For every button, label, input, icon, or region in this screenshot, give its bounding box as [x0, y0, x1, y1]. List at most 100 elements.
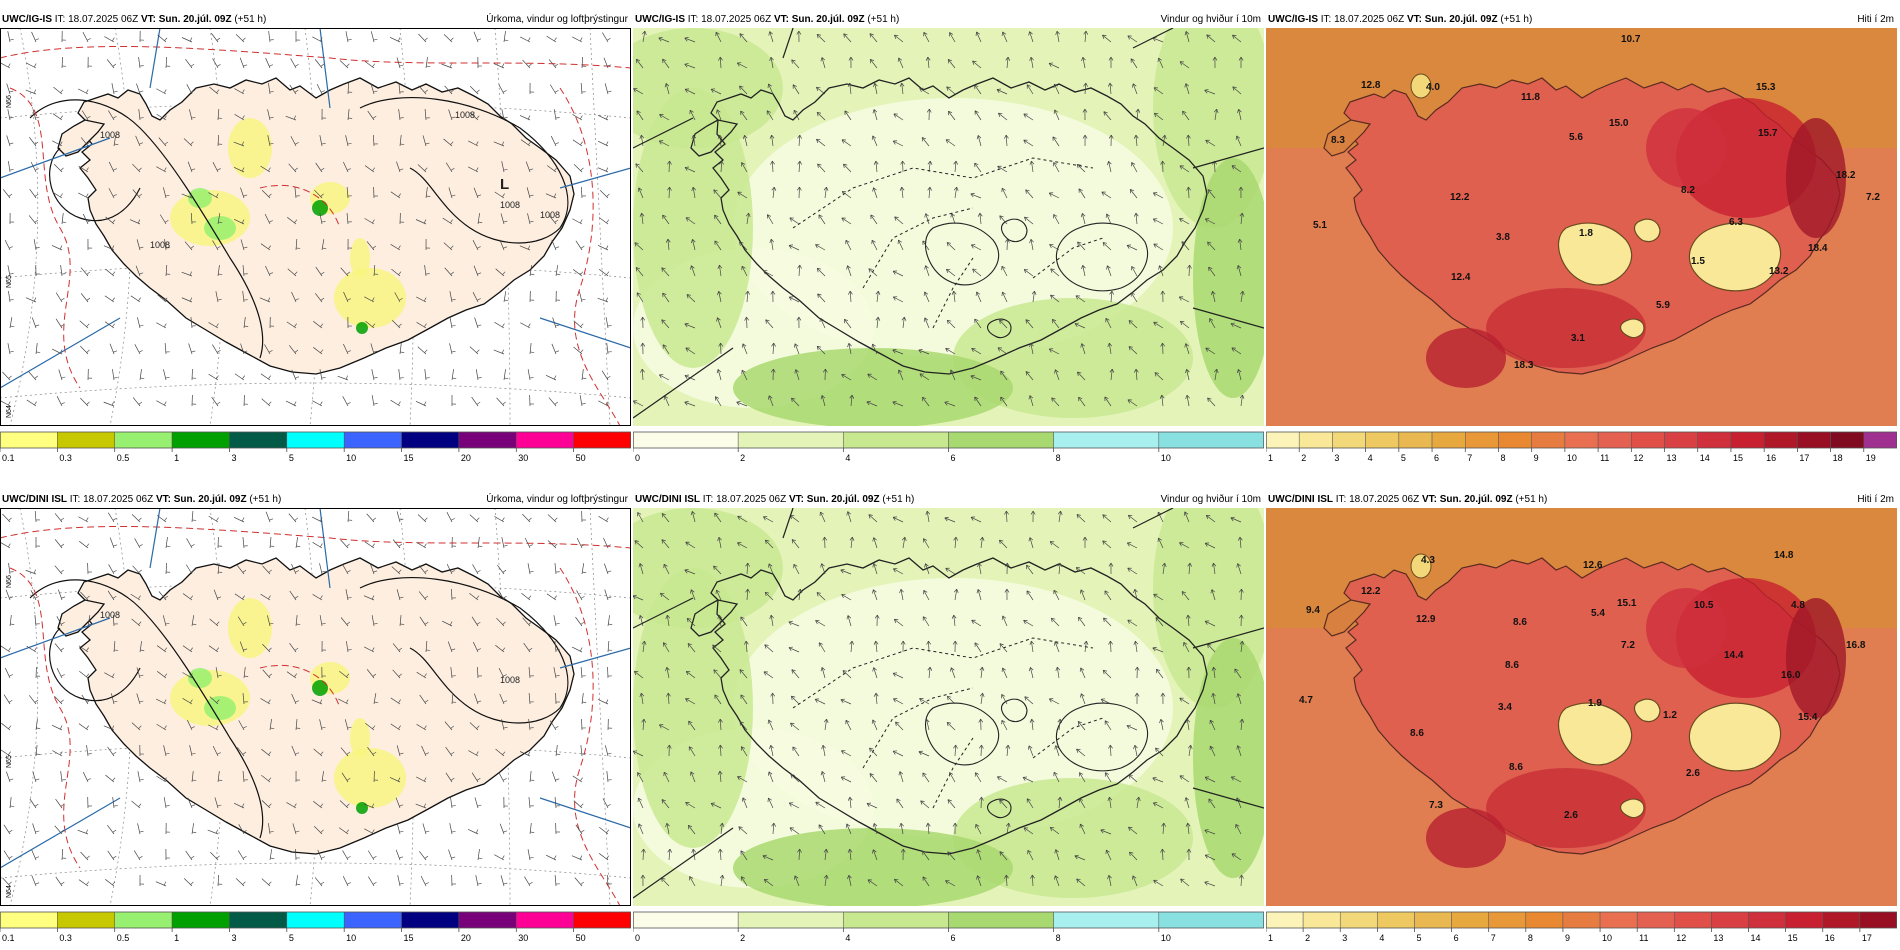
run-model: UWC/IG-IS [635, 14, 685, 25]
colorbar-label: 50 [576, 453, 586, 463]
colorbar-label: 6 [951, 933, 956, 943]
colorbar-swatch [1863, 431, 1897, 449]
run-it: 18.07.2025 06Z [68, 14, 139, 25]
temperature-value: 15.4 [1798, 712, 1818, 723]
colorbar-label: 3 [1334, 453, 1339, 463]
colorbar-label: 30 [518, 933, 528, 943]
pressure-label: 1008 [150, 240, 170, 250]
run-vt-label: VT: [1421, 494, 1437, 505]
colorbar: 1 2 3 4 5 6 7 8 9 10 11 12 13 14 15 16 17 18 19 [1266, 431, 1897, 463]
temperature-value: 10.7 [1621, 34, 1641, 45]
colorbar-label: 0.5 [117, 453, 130, 463]
precip-areas [170, 598, 406, 814]
map-panel-dini-wind: UWC/DINI ISL IT: 18.07.2025 06Z VT: Sun.… [633, 492, 1264, 947]
colorbar-label: 7 [1491, 933, 1496, 943]
isobars [29, 576, 569, 839]
temperature-value: 5.9 [1656, 300, 1670, 311]
pressure-label: L [500, 176, 509, 193]
colorbar-swatch [516, 911, 574, 929]
temperature-value: 5.4 [1591, 608, 1605, 619]
wind-arrows [0, 30, 612, 407]
temperature-value: 5.1 [1313, 220, 1327, 231]
colorbar-label: 3 [231, 933, 236, 943]
colorbar-label: 5 [289, 933, 294, 943]
colorbar-label: 4 [845, 933, 850, 943]
map-panel-ig-temp: UWC/IG-IS IT: 18.07.2025 06Z VT: Sun. 20… [1266, 12, 1897, 467]
colorbar: 0 2 4 6 8 10 [633, 911, 1264, 943]
colorbar-swatch [401, 911, 460, 929]
colorbar-swatch [1674, 911, 1712, 929]
colorbar-label: 10 [1161, 453, 1171, 463]
colorbar-swatch [286, 911, 345, 929]
temperature-value: 8.6 [1505, 660, 1519, 671]
temperature-value: 16.8 [1846, 640, 1866, 651]
panel-title: Hiti í 2m [1857, 14, 1894, 25]
colorbar-label: 1 [1268, 933, 1273, 943]
run-it-label: IT: [69, 494, 81, 505]
colorbar-swatch [633, 911, 739, 929]
temperature-contours [0, 525, 631, 906]
colorbar-swatch [1664, 431, 1698, 449]
colorbar-label: 50 [576, 933, 586, 943]
run-vt: Sun. 20.júl. 09Z [791, 14, 865, 25]
colorbar-swatch [1451, 911, 1489, 929]
run-lead: (+51 h) [1500, 14, 1533, 25]
colorbar-swatch [229, 911, 288, 929]
temperature-value: 1.8 [1579, 228, 1593, 239]
run-vt: Sun. 20.júl. 09Z [1424, 14, 1498, 25]
colorbar-swatch [0, 911, 58, 929]
panel-header: UWC/DINI ISL IT: 18.07.2025 06Z VT: Sun.… [633, 492, 1264, 508]
iceland-coastline [77, 557, 575, 855]
colorbar-swatch [171, 431, 230, 449]
temperature-value: 8.6 [1509, 762, 1523, 773]
warm-areas [1426, 578, 1846, 868]
colorbar-swatch [1730, 431, 1765, 449]
colorbar-label: 1 [174, 453, 179, 463]
colorbar-label: 19 [1866, 453, 1876, 463]
pressure-label: 1008 [500, 675, 520, 685]
colorbar: 0.1 0.3 0.5 1 3 5 10 15 20 30 50 [0, 431, 631, 463]
temperature-value: 1.9 [1588, 698, 1602, 709]
region-borders [792, 157, 1104, 329]
colorbar-swatch [1636, 911, 1675, 929]
run-info: UWC/DINI ISL IT: 18.07.2025 06Z VT: Sun.… [1268, 492, 1547, 508]
temperature-value: 10.5 [1694, 600, 1714, 611]
colorbar-swatch [114, 431, 173, 449]
colorbar-swatch [737, 911, 844, 929]
colorbar-swatch [573, 431, 631, 449]
temperature-value: 3.1 [1571, 333, 1585, 344]
colorbar-swatch [843, 911, 949, 929]
colorbar-label: 14 [1700, 453, 1710, 463]
run-model: UWC/DINI ISL [635, 494, 700, 505]
colorbar-label: 2 [1301, 453, 1306, 463]
temperature-value: 13.2 [1769, 266, 1789, 277]
run-vt: Sun. 20.júl. 09Z [173, 494, 247, 505]
colorbar-swatch [1302, 911, 1341, 929]
colorbar: 0.1 0.3 0.5 1 3 5 10 15 20 30 50 [0, 911, 631, 943]
colorbar-swatch [1697, 431, 1732, 449]
colorbar-label: 1 [1268, 453, 1273, 463]
panel-header: UWC/IG-IS IT: 18.07.2025 06Z VT: Sun. 20… [633, 12, 1264, 28]
colorbar-swatch [1859, 911, 1897, 929]
colorbar-swatch [1564, 431, 1599, 449]
colorbar-swatch [1266, 431, 1300, 449]
colorbar-swatch [1763, 431, 1798, 449]
colorbar-label: 6 [951, 453, 956, 463]
colorbar-swatch [1597, 431, 1632, 449]
colorbar-label: 0.5 [117, 933, 130, 943]
iceland-coastline [710, 77, 1208, 375]
colorbar-label: 15 [404, 453, 414, 463]
colorbar-swatch [1822, 911, 1861, 929]
wind-arrows [633, 30, 1245, 407]
precip-map: 1008 1008 N66 N65 N64 [0, 508, 631, 906]
temperature-contours [0, 45, 631, 426]
colorbar-swatch [1830, 431, 1865, 449]
run-vt-label: VT: [788, 494, 804, 505]
temperature-value: 18.4 [1808, 243, 1828, 254]
run-lead: (+51 h) [249, 494, 282, 505]
pressure-label: 1008 [100, 610, 120, 620]
map-panel-ig-precip: UWC/IG-IS IT: 18.07.2025 06Z VT: Sun. 20… [0, 12, 631, 467]
colorbar-swatch [114, 911, 173, 929]
temperature-value: 5.6 [1569, 132, 1583, 143]
colorbar-label: 15 [404, 933, 414, 943]
